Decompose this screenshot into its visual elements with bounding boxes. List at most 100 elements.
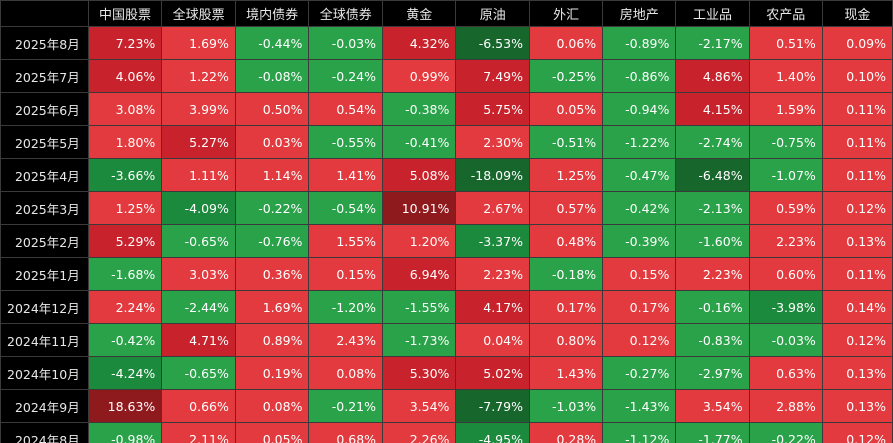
return-cell: 3.54%: [675, 389, 750, 423]
return-cell: 2.11%: [161, 422, 236, 443]
return-cell: 0.05%: [528, 92, 604, 126]
return-cell: 4.17%: [455, 290, 530, 324]
return-cell: -0.21%: [308, 389, 384, 423]
return-cell: -1.12%: [602, 422, 677, 443]
return-cell: -1.03%: [528, 389, 604, 423]
return-cell: 0.14%: [821, 290, 893, 324]
return-cell: 0.19%: [234, 356, 310, 390]
return-cell: -6.48%: [675, 158, 750, 192]
return-cell: 1.14%: [234, 158, 310, 192]
return-cell: -3.66%: [87, 158, 163, 192]
return-cell: 0.10%: [821, 59, 893, 93]
column-header: 现金: [821, 0, 893, 27]
return-cell: 4.86%: [675, 59, 750, 93]
return-cell: 4.15%: [675, 92, 750, 126]
return-cell: 0.13%: [821, 389, 893, 423]
return-cell: 4.06%: [87, 59, 163, 93]
return-cell: -0.42%: [87, 323, 163, 357]
return-cell: 5.75%: [455, 92, 530, 126]
return-cell: -1.22%: [602, 125, 677, 159]
return-cell: -7.79%: [455, 389, 530, 423]
return-cell: -0.98%: [87, 422, 163, 443]
return-cell: 0.80%: [528, 323, 604, 357]
return-cell: -0.94%: [602, 92, 677, 126]
return-cell: -1.68%: [87, 257, 163, 291]
return-cell: 0.06%: [528, 26, 604, 60]
row-label-month: 2025年1月: [0, 257, 89, 291]
return-cell: 1.41%: [308, 158, 384, 192]
return-cell: -0.44%: [234, 26, 310, 60]
return-cell: -1.55%: [382, 290, 457, 324]
return-cell: 0.51%: [748, 26, 823, 60]
column-header: 中国股票: [87, 0, 163, 27]
table-row: 2024年9月 18.63% 0.66% 0.08% -0.21% 3.54% -7.79%…: [0, 389, 893, 423]
return-cell: 0.13%: [821, 356, 893, 390]
return-cell: 10.91%: [382, 191, 457, 225]
return-cell: -0.08%: [234, 59, 310, 93]
table-row: 2025年1月 -1.68% 3.03% 0.36% 0.15% 6.94% 2.23% -0…: [0, 257, 893, 291]
return-cell: -0.18%: [528, 257, 604, 291]
return-cell: 1.59%: [748, 92, 823, 126]
return-cell: -1.07%: [748, 158, 823, 192]
return-cell: 0.09%: [821, 26, 893, 60]
return-cell: 0.99%: [382, 59, 457, 93]
corner-cell: [0, 0, 89, 27]
return-cell: 0.03%: [234, 125, 310, 159]
return-cell: -0.03%: [308, 26, 384, 60]
return-cell: 0.11%: [821, 257, 893, 291]
column-header: 农产品: [748, 0, 823, 27]
return-cell: -0.24%: [308, 59, 384, 93]
return-cell: 2.23%: [455, 257, 530, 291]
table-row: 2025年6月 3.08% 3.99% 0.50% 0.54% -0.38% 5.75% 0.…: [0, 92, 893, 126]
return-cell: 3.54%: [382, 389, 457, 423]
return-cell: 1.69%: [161, 26, 236, 60]
return-cell: 4.71%: [161, 323, 236, 357]
return-cell: 5.27%: [161, 125, 236, 159]
table-row: 2025年2月 5.29% -0.65% -0.76% 1.55% 1.20% -3.37%…: [0, 224, 893, 258]
return-cell: -0.75%: [748, 125, 823, 159]
return-cell: -0.27%: [602, 356, 677, 390]
return-cell: 0.54%: [308, 92, 384, 126]
column-header: 全球债券: [308, 0, 384, 27]
return-cell: 1.80%: [87, 125, 163, 159]
row-label-month: 2025年2月: [0, 224, 89, 258]
return-cell: -2.97%: [675, 356, 750, 390]
return-cell: -0.42%: [602, 191, 677, 225]
column-header: 原油: [455, 0, 530, 27]
return-cell: 0.68%: [308, 422, 384, 443]
table-row: 2025年8月 7.23% 1.69% -0.44% -0.03% 4.32% -6.53%…: [0, 26, 893, 60]
return-cell: 0.15%: [602, 257, 677, 291]
return-cell: 0.50%: [234, 92, 310, 126]
return-cell: 0.28%: [528, 422, 604, 443]
return-cell: 0.13%: [821, 224, 893, 258]
table-row: 2025年7月 4.06% 1.22% -0.08% -0.24% 0.99% 7.49% -…: [0, 59, 893, 93]
return-cell: 2.88%: [748, 389, 823, 423]
return-cell: -2.44%: [161, 290, 236, 324]
return-cell: -3.37%: [455, 224, 530, 258]
column-header: 境内债券: [234, 0, 310, 27]
return-cell: 5.30%: [382, 356, 457, 390]
return-cell: 0.89%: [234, 323, 310, 357]
return-cell: 1.40%: [748, 59, 823, 93]
return-cell: 2.26%: [382, 422, 457, 443]
row-label-month: 2025年7月: [0, 59, 89, 93]
table-row: 2024年10月 -4.24% -0.65% 0.19% 0.08% 5.30% 5.02%…: [0, 356, 893, 390]
return-cell: -1.20%: [308, 290, 384, 324]
return-cell: 1.25%: [87, 191, 163, 225]
return-cell: 0.12%: [602, 323, 677, 357]
return-cell: -0.76%: [234, 224, 310, 258]
return-cell: -0.89%: [602, 26, 677, 60]
return-cell: -1.77%: [675, 422, 750, 443]
return-cell: 0.08%: [234, 389, 310, 423]
return-cell: 0.11%: [821, 125, 893, 159]
return-cell: -0.39%: [602, 224, 677, 258]
row-label-month: 2024年11月: [0, 323, 89, 357]
return-cell: 0.36%: [234, 257, 310, 291]
return-cell: 2.23%: [675, 257, 750, 291]
return-cell: 0.15%: [308, 257, 384, 291]
return-cell: -0.03%: [748, 323, 823, 357]
return-cell: 1.25%: [528, 158, 604, 192]
return-cell: 0.11%: [821, 92, 893, 126]
return-cell: 0.57%: [528, 191, 604, 225]
row-label-month: 2025年4月: [0, 158, 89, 192]
